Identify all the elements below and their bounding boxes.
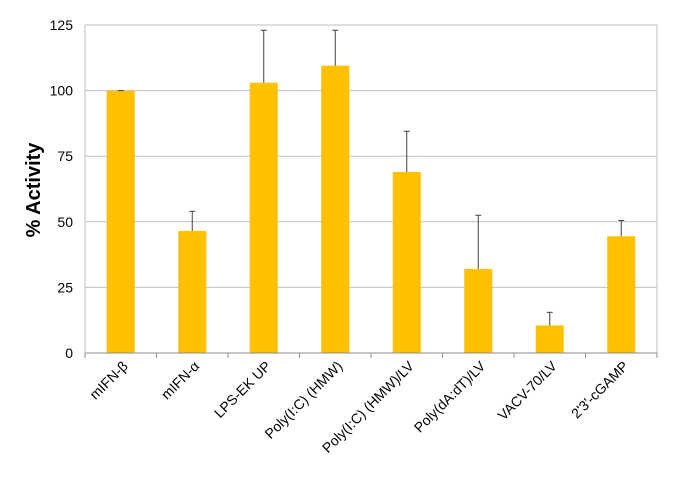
bar (464, 269, 493, 353)
y-tick-label: 75 (57, 148, 73, 164)
x-tick-label: LPS-EK UP (211, 358, 274, 421)
bar (535, 325, 564, 353)
error-bars (117, 29, 625, 326)
bar (321, 65, 350, 353)
x-tick-label: 2'3'-cGAMP (568, 358, 632, 422)
x-tick-label: VACV-70/LV (494, 357, 560, 423)
y-tick-label: 100 (50, 83, 74, 99)
gridlines (85, 24, 657, 288)
y-axis-label: % Activity (23, 142, 45, 238)
x-tick-label: Poly(dA:dT)/LV (411, 357, 489, 435)
bar (249, 82, 278, 353)
y-tick-labels: 0 25 50 75 100 125 (50, 17, 74, 361)
bar (178, 230, 207, 353)
bar (106, 90, 135, 353)
x-tick-label: mIFN-α (158, 358, 203, 403)
x-tick-label: Poly(I:C) (HMW) (261, 358, 345, 442)
y-tick-label: 25 (57, 279, 73, 295)
bar (392, 171, 421, 353)
x-tick-label: mIFN-β (86, 358, 131, 403)
bar (607, 236, 636, 353)
axes (84, 25, 658, 358)
y-tick-label: 50 (57, 214, 73, 230)
y-tick-label: 125 (50, 17, 74, 33)
y-tick-label: 0 (65, 345, 73, 361)
bars (106, 65, 636, 353)
